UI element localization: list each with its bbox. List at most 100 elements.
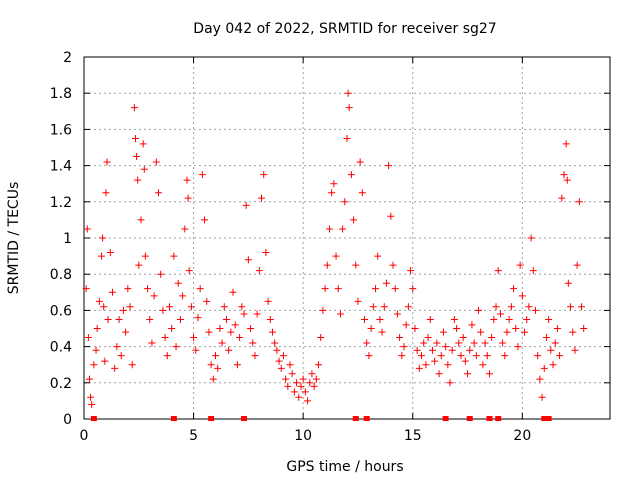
data-point bbox=[315, 361, 323, 369]
data-point bbox=[356, 158, 364, 166]
data-point bbox=[321, 285, 329, 293]
data-point bbox=[354, 297, 362, 305]
data-point bbox=[404, 303, 412, 311]
data-point bbox=[126, 303, 134, 311]
data-point bbox=[344, 89, 352, 97]
data-point bbox=[505, 315, 513, 323]
data-point bbox=[201, 216, 209, 224]
data-point bbox=[190, 334, 198, 342]
data-point bbox=[573, 261, 581, 269]
data-point bbox=[575, 198, 583, 206]
y-tick-label: 0.2 bbox=[50, 376, 72, 392]
data-point bbox=[501, 352, 509, 360]
data-point bbox=[124, 285, 132, 293]
data-point bbox=[268, 328, 276, 336]
data-point bbox=[512, 325, 520, 332]
data-point bbox=[304, 397, 312, 405]
data-point bbox=[547, 346, 555, 354]
data-point bbox=[293, 379, 301, 387]
data-point bbox=[139, 140, 147, 148]
data-point bbox=[444, 361, 452, 369]
data-point bbox=[273, 346, 281, 354]
data-point bbox=[165, 303, 173, 311]
data-point bbox=[253, 310, 261, 318]
data-point bbox=[540, 364, 548, 372]
data-point bbox=[214, 364, 222, 372]
data-point bbox=[183, 176, 191, 184]
data-point bbox=[135, 261, 143, 269]
data-point bbox=[558, 194, 566, 202]
data-point bbox=[483, 352, 491, 360]
grid-lines bbox=[84, 57, 610, 419]
data-point bbox=[119, 306, 127, 314]
data-point bbox=[212, 352, 219, 360]
data-point bbox=[411, 325, 419, 332]
data-point bbox=[286, 361, 294, 369]
outlier-marker bbox=[442, 416, 449, 421]
data-point bbox=[225, 346, 233, 354]
data-point bbox=[499, 339, 507, 347]
data-point bbox=[398, 352, 406, 360]
data-point bbox=[277, 364, 285, 372]
data-point bbox=[446, 379, 454, 387]
data-point bbox=[93, 325, 101, 332]
data-point bbox=[220, 303, 228, 311]
y-tick-label: 0 bbox=[63, 412, 72, 428]
data-point bbox=[367, 325, 375, 332]
y-axis-label: SRMTID / TECUs bbox=[6, 182, 22, 295]
data-point bbox=[378, 328, 386, 336]
data-point bbox=[422, 361, 430, 369]
data-point bbox=[382, 279, 390, 287]
data-point bbox=[523, 315, 531, 323]
data-point bbox=[148, 339, 156, 347]
data-point bbox=[299, 375, 307, 383]
data-point bbox=[146, 315, 154, 323]
data-point bbox=[371, 285, 379, 293]
data-point bbox=[325, 225, 333, 233]
data-point bbox=[334, 285, 342, 293]
data-point bbox=[352, 261, 360, 269]
data-point bbox=[332, 252, 340, 260]
data-point bbox=[106, 248, 114, 256]
data-point bbox=[82, 285, 90, 293]
data-point bbox=[450, 315, 458, 323]
data-point bbox=[521, 328, 529, 336]
data-point bbox=[317, 334, 325, 342]
data-point bbox=[258, 194, 266, 202]
data-point bbox=[271, 339, 279, 347]
data-point bbox=[525, 303, 533, 311]
data-point bbox=[389, 261, 397, 269]
data-point bbox=[88, 401, 96, 409]
data-point bbox=[144, 285, 152, 293]
data-point bbox=[549, 361, 557, 369]
data-point bbox=[453, 325, 461, 332]
data-point bbox=[275, 357, 283, 365]
outlier-markers bbox=[90, 416, 552, 421]
data-point bbox=[385, 162, 393, 170]
data-point bbox=[227, 328, 235, 336]
data-point bbox=[578, 303, 586, 311]
data-point bbox=[99, 234, 107, 242]
data-point bbox=[231, 321, 239, 329]
x-axis-label: GPS time / hours bbox=[286, 459, 403, 475]
data-point bbox=[490, 315, 498, 323]
data-point bbox=[479, 361, 487, 369]
data-point bbox=[152, 158, 160, 166]
data-point bbox=[418, 352, 426, 360]
data-point bbox=[563, 176, 571, 184]
data-point bbox=[567, 303, 575, 311]
data-point bbox=[542, 334, 550, 342]
data-point bbox=[475, 306, 482, 314]
data-point bbox=[181, 225, 189, 233]
data-point bbox=[196, 285, 204, 293]
data-point bbox=[407, 267, 415, 275]
data-point bbox=[376, 315, 384, 323]
outlier-marker bbox=[208, 416, 215, 421]
data-point bbox=[369, 303, 377, 311]
data-point bbox=[553, 325, 561, 332]
data-point bbox=[262, 248, 270, 256]
data-point bbox=[90, 361, 98, 369]
data-point bbox=[571, 346, 579, 354]
data-point bbox=[527, 234, 535, 242]
x-tick-label: 20 bbox=[513, 428, 531, 444]
